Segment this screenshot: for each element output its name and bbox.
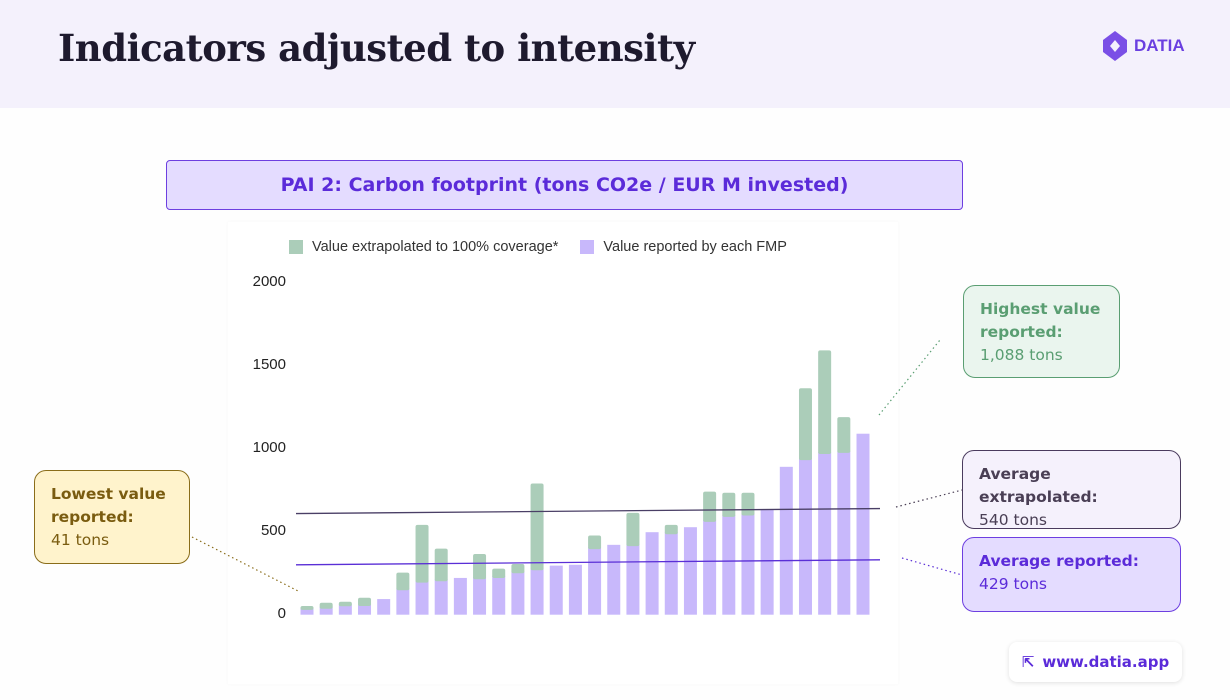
callout-value: 429 tons xyxy=(979,575,1047,593)
bar-reported xyxy=(300,607,314,615)
y-tick-label: 1500 xyxy=(252,356,286,373)
bar-extrapolated xyxy=(415,524,429,583)
bar-reported xyxy=(492,575,506,615)
callout-highest: Highest value reported: 1,088 tons xyxy=(963,285,1120,378)
bar-reported xyxy=(856,433,870,615)
callout-avg-reported: Average reported: 429 tons xyxy=(962,537,1181,612)
bar-reported xyxy=(338,604,352,615)
bar-reported xyxy=(607,544,621,615)
callout-avg-extrapolated: Average extrapolated: 540 tons xyxy=(962,450,1181,529)
legend-label: Value extrapolated to 100% coverage* xyxy=(312,239,559,255)
y-tick-label: 1000 xyxy=(252,439,286,456)
bar-extrapolated xyxy=(722,492,736,517)
bar-extrapolated xyxy=(319,602,333,609)
cursor-click-icon: ⇱ xyxy=(1021,653,1035,671)
bar-extrapolated xyxy=(818,350,832,455)
bar-extrapolated xyxy=(626,512,640,547)
datia-logo-icon xyxy=(1103,31,1127,61)
bar-reported xyxy=(741,513,755,615)
callout-label: Average reported: xyxy=(979,552,1139,570)
bar-reported xyxy=(434,579,448,615)
bar-reported xyxy=(818,452,832,615)
bar-extrapolated xyxy=(798,388,812,461)
bar-extrapolated xyxy=(300,606,314,610)
chart-title: PAI 2: Carbon footprint (tons CO2e / EUR… xyxy=(166,160,963,210)
legend-swatch-reported xyxy=(580,240,595,254)
y-tick-label: 0 xyxy=(277,605,286,622)
bar-reported xyxy=(377,599,391,615)
chart-legend: Value extrapolated to 100% coverage* Val… xyxy=(289,239,787,255)
bar-extrapolated xyxy=(396,572,410,591)
datia-logo: DATIA xyxy=(1102,30,1185,62)
y-tick-label: 2000 xyxy=(252,273,286,290)
bar-reported xyxy=(415,580,429,615)
bar-reported xyxy=(549,565,563,615)
legend-item-reported: Value reported by each FMP xyxy=(580,239,787,255)
bar-reported xyxy=(837,450,851,615)
bar-extrapolated xyxy=(588,535,602,550)
callout-label: Lowest value reported: xyxy=(51,485,166,526)
bar-reported xyxy=(568,564,582,615)
average-extrapolated-line xyxy=(295,507,881,515)
connector-avg-rep xyxy=(901,557,963,576)
bar-reported xyxy=(588,547,602,615)
bar-reported xyxy=(779,466,793,615)
bar-extrapolated xyxy=(837,417,851,453)
website-url: www.datia.app xyxy=(1042,653,1170,671)
average-reported-line xyxy=(295,559,881,566)
connector-highest xyxy=(878,339,941,416)
bar-reported xyxy=(683,527,697,615)
bar-reported xyxy=(396,588,410,615)
connector-lowest xyxy=(191,536,301,593)
bar-reported xyxy=(626,544,640,615)
legend-item-extrapolated: Value extrapolated to 100% coverage* xyxy=(289,239,558,255)
bar-reported xyxy=(760,509,774,615)
bar-reported xyxy=(511,571,525,615)
callout-value: 1,088 tons xyxy=(980,346,1063,364)
bar-extrapolated xyxy=(511,563,525,574)
connector-avg-extrap xyxy=(895,489,963,508)
logo-text: DATIA xyxy=(1134,36,1185,55)
bar-extrapolated xyxy=(530,483,544,571)
bar-extrapolated xyxy=(358,597,372,607)
bar-reported xyxy=(664,532,678,615)
bar-extrapolated xyxy=(703,491,717,522)
header xyxy=(0,0,1230,108)
bar-reported xyxy=(530,568,544,615)
callout-label: Average extrapolated: xyxy=(979,465,1098,506)
bar-reported xyxy=(703,519,717,615)
bar-reported xyxy=(358,604,372,615)
bar-extrapolated xyxy=(434,548,448,582)
page-title: Indicators adjusted to intensity xyxy=(58,26,695,70)
bar-reported xyxy=(473,577,487,615)
bar-reported xyxy=(798,458,812,615)
callout-value: 540 tons xyxy=(979,511,1047,529)
legend-label: Value reported by each FMP xyxy=(603,239,787,255)
bar-extrapolated xyxy=(664,524,678,535)
legend-swatch-extrapolated xyxy=(289,240,303,254)
website-link[interactable]: ⇱ www.datia.app xyxy=(1009,642,1182,682)
bar-extrapolated xyxy=(338,601,352,607)
bar-reported xyxy=(645,532,659,615)
bar-reported xyxy=(722,514,736,615)
bar-extrapolated xyxy=(473,553,487,580)
bar-reported xyxy=(319,606,333,615)
bar-extrapolated xyxy=(492,568,506,578)
callout-lowest: Lowest value reported: 41 tons xyxy=(34,470,190,564)
y-tick-label: 500 xyxy=(260,522,286,539)
bar-reported xyxy=(453,577,467,615)
callout-label: Highest value reported: xyxy=(980,300,1101,341)
callout-value: 41 tons xyxy=(51,531,110,549)
bar-extrapolated xyxy=(741,492,755,516)
